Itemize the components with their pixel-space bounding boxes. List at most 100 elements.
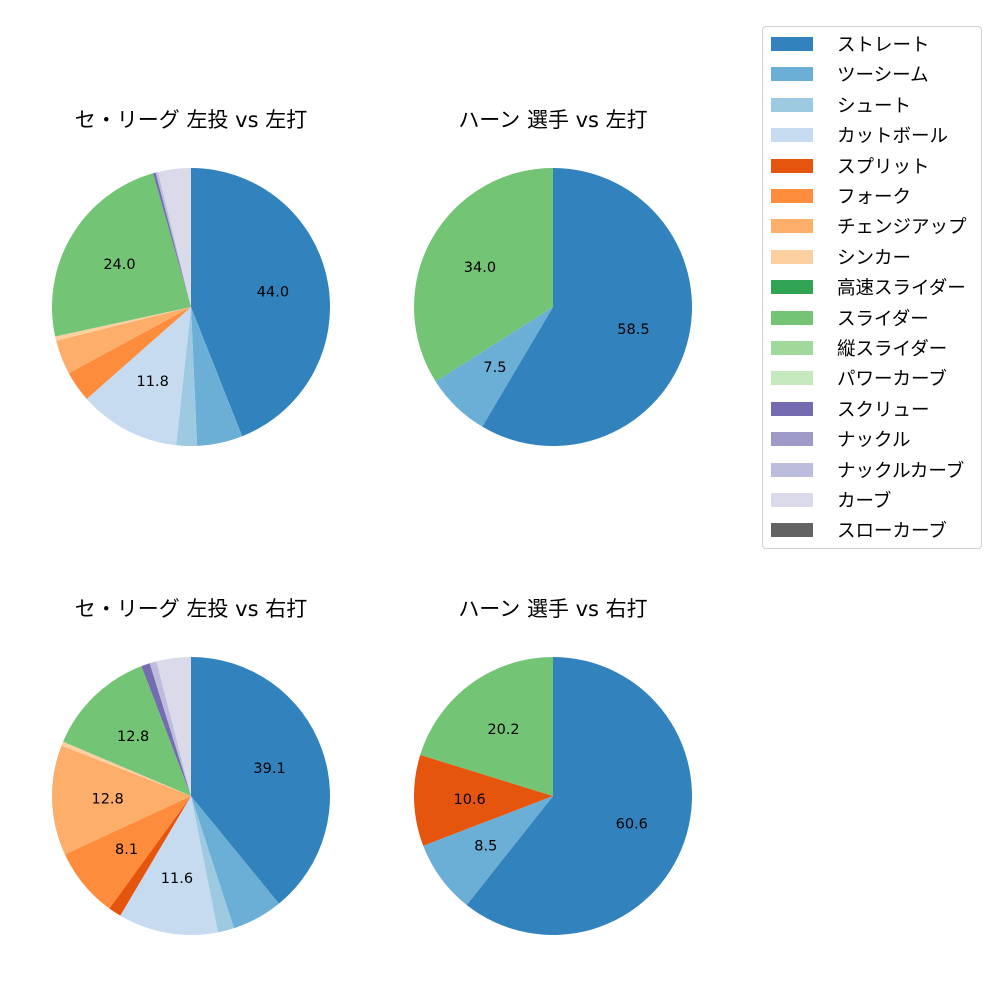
legend-label: スライダー — [837, 308, 929, 330]
slice-percent-label: 8.5 — [474, 838, 497, 854]
legend-swatch — [771, 280, 813, 295]
legend-swatch — [771, 523, 813, 538]
legend-item: スクリュー — [771, 395, 930, 423]
slice-percent-label: 11.6 — [161, 871, 193, 887]
pie-slice — [149, 661, 191, 796]
legend-item: カーブ — [771, 486, 891, 514]
pie-chart-hahn-vs-rhb: ハーン 選手 vs 右打 60.6 8.5 10.6 20.2 — [413, 489, 753, 935]
legend-item: スライダー — [771, 304, 929, 332]
legend-label: カーブ — [837, 491, 892, 512]
pie-slice — [158, 168, 191, 307]
legend-item: シンカー — [771, 243, 911, 271]
legend-item: 縦スライダー — [771, 334, 947, 362]
pie-slice — [86, 307, 191, 446]
legend-label: スプリット — [837, 156, 930, 178]
legend-swatch — [771, 310, 813, 325]
pie-slice — [156, 657, 191, 796]
legend-swatch — [771, 401, 813, 416]
legend-item: ストレート — [771, 30, 930, 58]
pie-slice — [109, 796, 191, 916]
slice-percent-label: 12.8 — [91, 792, 123, 808]
pie-slice — [61, 741, 192, 796]
pie-slice — [191, 307, 243, 446]
pie-slice — [153, 172, 191, 307]
legend-label: シュート — [837, 95, 912, 117]
legend-item: スローカーブ — [771, 516, 947, 544]
legend-label: ナックルカーブ — [837, 460, 965, 482]
legend-item: カットボール — [771, 121, 948, 149]
legend-swatch — [771, 341, 813, 355]
legend-label: カットボール — [837, 126, 949, 148]
slice-percent-label: 7.5 — [483, 360, 506, 376]
pie-slice — [482, 168, 692, 446]
pie-plot: 58.5 7.5 34.0 — [414, 168, 692, 446]
chart-title: ハーン 選手 vs 左打 — [458, 108, 648, 132]
pie-chart-league-lhp-vs-rhb: セ・リーグ 左投 vs 右打 39.1 11.6 8.1 12.8 12.8 — [51, 489, 391, 935]
legend-label: スローカーブ — [837, 521, 947, 543]
legend-swatch — [771, 67, 813, 82]
legend-label: フォーク — [837, 187, 912, 208]
pie-slice — [414, 168, 553, 382]
pie-slice — [56, 307, 191, 374]
legend-swatch — [771, 249, 813, 264]
pie-slice — [420, 657, 553, 796]
legend-swatch — [771, 371, 813, 386]
slice-percent-label: 10.6 — [453, 792, 485, 808]
slice-percent-label: 58.5 — [617, 322, 649, 338]
legend-label: シンカー — [837, 247, 912, 269]
legend-label: スクリュー — [837, 399, 930, 421]
pie-slice — [68, 307, 191, 399]
legend-label: ストレート — [837, 35, 930, 56]
legend-swatch — [771, 493, 813, 507]
pie-slice — [64, 796, 191, 909]
legend-item: スプリット — [771, 152, 930, 180]
legend-item: パワーカーブ — [771, 364, 947, 392]
slice-percent-label: 24.0 — [103, 257, 135, 273]
pie-slice — [466, 657, 692, 935]
pie-slice — [63, 666, 192, 796]
pie-slice — [141, 663, 191, 796]
legend-swatch — [771, 158, 813, 173]
legend-label: パワーカーブ — [837, 369, 947, 391]
legend-label: 高速スライダー — [837, 278, 966, 300]
legend-item: フォーク — [771, 182, 911, 210]
legend-label: チェンジアップ — [837, 217, 967, 239]
pie-slice — [191, 168, 331, 437]
legend-item: チェンジアップ — [771, 212, 967, 240]
slice-percent-label: 12.8 — [117, 729, 149, 745]
pie-plot: 60.6 8.5 10.6 20.2 — [414, 657, 692, 935]
legend-swatch — [771, 128, 813, 143]
chart-title: セ・リーグ 左投 vs 右打 — [74, 597, 308, 621]
pie-chart-league-lhp-vs-lhb: セ・リーグ 左投 vs 左打 44.0 11.8 24.0 — [51, 0, 391, 446]
legend-swatch — [771, 97, 813, 112]
legend-label: ナックル — [837, 430, 911, 452]
legend-label: 縦スライダー — [837, 339, 948, 360]
chart-title: ハーン 選手 vs 右打 — [458, 597, 648, 621]
legend-swatch — [771, 189, 813, 203]
pie-slice — [191, 796, 279, 929]
slice-percent-label: 60.6 — [616, 816, 648, 832]
pie-plot: 39.1 11.6 8.1 12.8 12.8 — [51, 657, 330, 935]
legend-item: ナックルカーブ — [771, 456, 964, 484]
chart-title: セ・リーグ 左投 vs 左打 — [74, 108, 308, 132]
pie-slice — [176, 307, 198, 446]
legend-item: ツーシーム — [771, 60, 929, 88]
pie-slice — [52, 173, 192, 337]
pie-slice — [435, 307, 553, 427]
pie-chart-hahn-vs-lhb: ハーン 選手 vs 左打 58.5 7.5 34.0 — [413, 0, 753, 446]
pie-slice — [423, 796, 553, 905]
pie-slice — [191, 796, 234, 933]
legend-swatch — [771, 432, 813, 447]
legend-swatch — [771, 462, 813, 477]
pie-slice — [55, 307, 191, 341]
pie-slice — [51, 745, 192, 855]
legend: ストレートツーシームシュートカットボール スプリットフォークチェンジアップ シンカー… — [762, 26, 982, 549]
slice-percent-label: 20.2 — [487, 722, 519, 738]
legend-item: 高速スライダー — [771, 273, 966, 301]
pie-plot: 44.0 11.8 24.0 — [52, 168, 331, 446]
slice-percent-label: 11.8 — [137, 374, 169, 390]
legend-item: ナックル — [771, 425, 910, 453]
slice-percent-label: 34.0 — [464, 260, 496, 276]
pie-slice — [155, 171, 191, 307]
slice-percent-label: 44.0 — [257, 284, 289, 300]
